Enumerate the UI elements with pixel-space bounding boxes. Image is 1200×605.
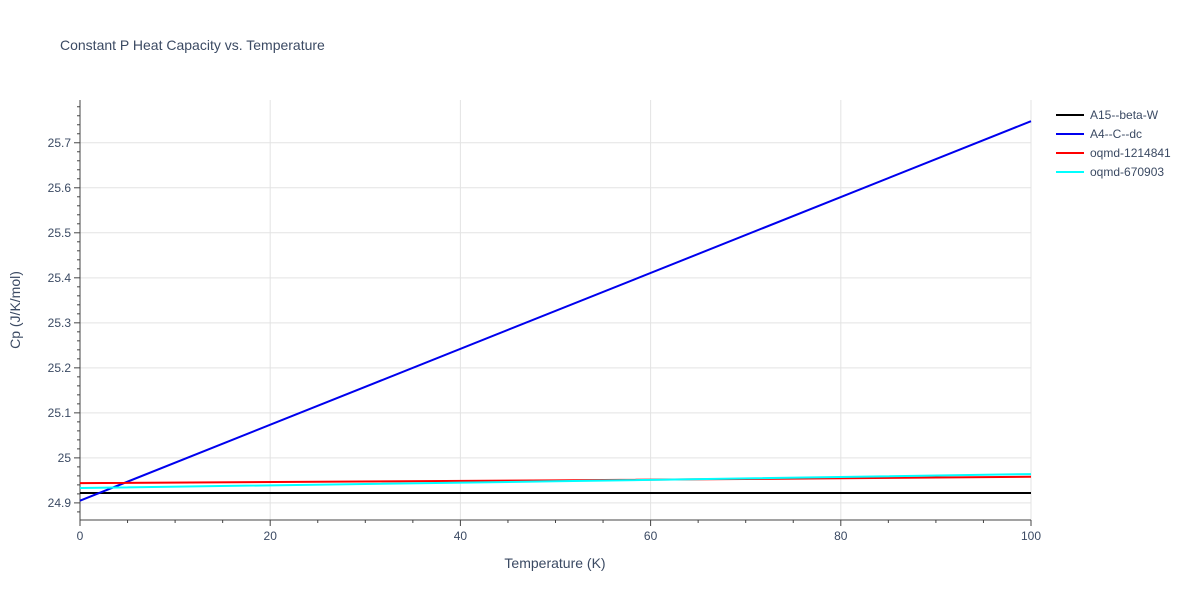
- y-tick-label: 25.2: [48, 361, 72, 375]
- x-tick-label: 80: [834, 529, 848, 543]
- chart-title: Constant P Heat Capacity vs. Temperature: [60, 37, 325, 53]
- y-tick-label: 25.5: [48, 226, 72, 240]
- series-layer: [79, 120, 1032, 502]
- legend-label: A15--beta-W: [1090, 108, 1159, 122]
- legend: A15--beta-W A4--C--dc oqmd-1214841 oqmd-670…: [1056, 108, 1171, 179]
- y-axis-title: Cp (J/K/mol): [7, 271, 23, 349]
- x-axis-title: Temperature (K): [504, 555, 605, 571]
- y-tick-label: 25: [58, 451, 72, 465]
- x-tick-label: 60: [644, 529, 658, 543]
- y-tick-label: 24.9: [48, 496, 72, 510]
- y-tick-label: 25.6: [48, 181, 72, 195]
- legend-label: A4--C--dc: [1090, 127, 1142, 141]
- y-tick-label: 25.3: [48, 316, 72, 330]
- series-line-oqmd-670903: [79, 473, 1032, 490]
- legend-label: oqmd-670903: [1090, 165, 1164, 179]
- x-tick-label: 0: [77, 529, 84, 543]
- x-tick-label: 40: [454, 529, 468, 543]
- axis-layer: 0 20 40 60 80 100 24.9 25 25.1 25.2 25.3 25.4 25.5 25…: [48, 100, 1041, 543]
- y-tick-label: 25.7: [48, 136, 72, 150]
- y-tick-label: 25.1: [48, 406, 72, 420]
- x-tick-label: 20: [264, 529, 278, 543]
- x-tick-label: 100: [1021, 529, 1041, 543]
- legend-label: oqmd-1214841: [1090, 146, 1171, 160]
- series-line-A4--C--dc: [79, 120, 1032, 502]
- grid-layer: [80, 100, 1032, 520]
- y-tick-label: 25.4: [48, 271, 72, 285]
